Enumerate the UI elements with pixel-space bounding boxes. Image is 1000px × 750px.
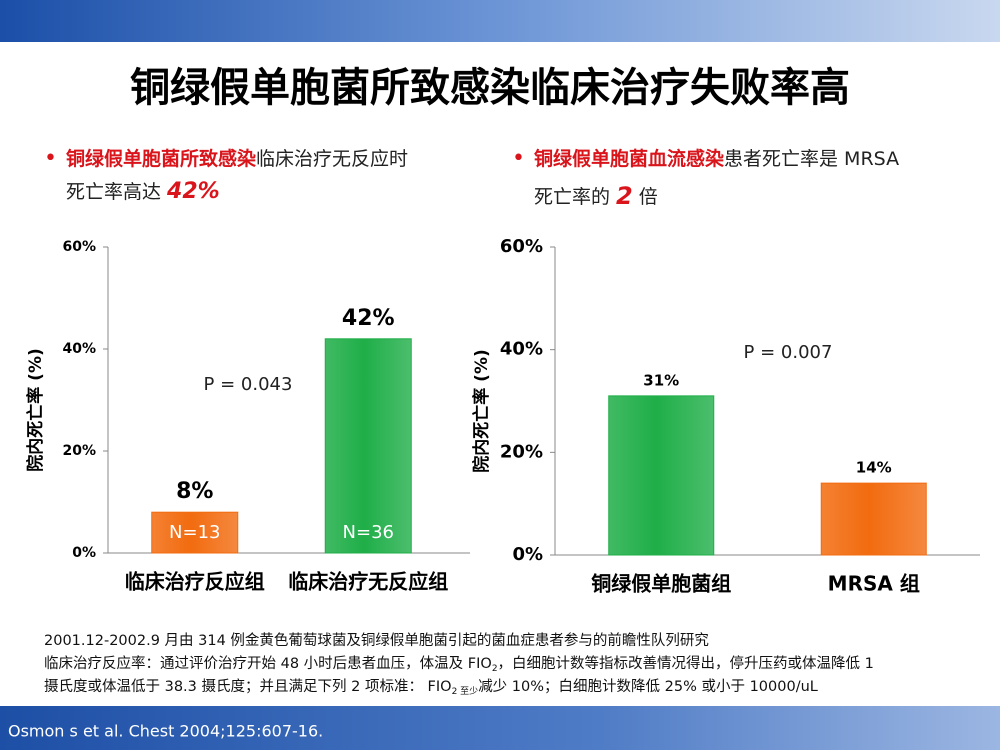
text: 死亡率的 [534, 186, 616, 208]
footnote-line: 摄氏度或体温低于 38.3 摄氏度；并且满足下列 2 项标准： FIO2 至少减… [44, 678, 818, 697]
footnote: 2001.12-2002.9 月由 314 例金黄色葡萄球菌及铜绿假单胞菌引起的… [44, 632, 874, 697]
x-tick-label: 铜绿假单胞菌组 [591, 572, 731, 596]
text: 减少 10%；白细胞计数降低 25% 或小于 10000/uL [478, 678, 818, 695]
x-tick-label: MRSA 组 [828, 572, 920, 596]
value-label: 31% [643, 371, 679, 389]
citation: Osmon s et al. Chest 2004;125:607-16. [8, 722, 323, 741]
x-tick-label: 临床治疗无反应组 [288, 570, 448, 594]
text: 临床治疗无反应时 [256, 148, 408, 170]
bullet-text: 铜绿假单胞菌所致感染临床治疗无反应时 [66, 147, 408, 170]
y-tick-label: 20% [500, 441, 543, 462]
bar-label: N=13 [169, 522, 220, 543]
highlight: 铜绿假单胞菌血流感染 [534, 147, 724, 170]
bar [820, 482, 927, 556]
top-band [0, 0, 1000, 42]
slide-title: 铜绿假单胞菌所致感染临床治疗失败率高 [130, 65, 850, 111]
y-axis-label: 院内死亡率 (%) [25, 348, 46, 472]
y-tick-label: 60% [62, 239, 96, 255]
x-tick-label: 临床治疗反应组 [125, 570, 265, 594]
text: 倍 [633, 186, 658, 208]
y-tick-label: 0% [512, 544, 543, 565]
bottom-band [0, 706, 1000, 750]
subscript: 2 [492, 664, 498, 674]
y-tick-label: 60% [500, 236, 543, 257]
text: 摄氏度或体温低于 38.3 摄氏度；并且满足下列 2 项标准： FIO [44, 678, 452, 695]
bar [151, 511, 239, 554]
text: 死亡率高达 [66, 181, 167, 203]
subscript: 2 至少 [452, 686, 479, 697]
bar [608, 395, 715, 556]
value-label: 14% [856, 459, 892, 477]
footnote-line: 2001.12-2002.9 月由 314 例金黄色葡萄球菌及铜绿假单胞菌引起的… [44, 632, 709, 649]
text: 患者死亡率是 MRSA [724, 148, 899, 170]
y-tick-label: 0% [72, 545, 96, 561]
footnote-line: 临床治疗反应率：通过评价治疗开始 48 小时后患者血压，体温及 FIO2，白细胞… [44, 654, 874, 674]
bullet: • [512, 146, 525, 171]
y-tick-label: 20% [62, 443, 96, 459]
bullet-text: 死亡率的 2 倍 [534, 182, 658, 210]
value-label: 8% [176, 479, 213, 504]
bar [324, 338, 412, 554]
bullet: • [44, 146, 57, 171]
highlight: 铜绿假单胞菌所致感染 [66, 147, 256, 170]
annotation: P = 0.007 [744, 342, 833, 363]
emphasis: 42% [166, 179, 220, 204]
emphasis: 2 [616, 182, 633, 210]
text: 临床治疗反应率：通过评价治疗开始 48 小时后患者血压，体温及 FIO [44, 654, 492, 672]
y-axis-label: 院内死亡率 (%) [471, 349, 492, 473]
annotation: P = 0.043 [204, 374, 293, 395]
text: ，白细胞计数等指标改善情况得出，停升压药或体温降低 1 [498, 654, 874, 672]
value-label: 42% [342, 306, 395, 331]
y-tick-label: 40% [62, 341, 96, 357]
y-tick-label: 40% [500, 339, 543, 360]
bar-label: N=36 [343, 522, 394, 543]
bullet-text: 死亡率高达 42% [66, 179, 220, 204]
bullet-text: 铜绿假单胞菌血流感染患者死亡率是 MRSA [534, 147, 899, 170]
